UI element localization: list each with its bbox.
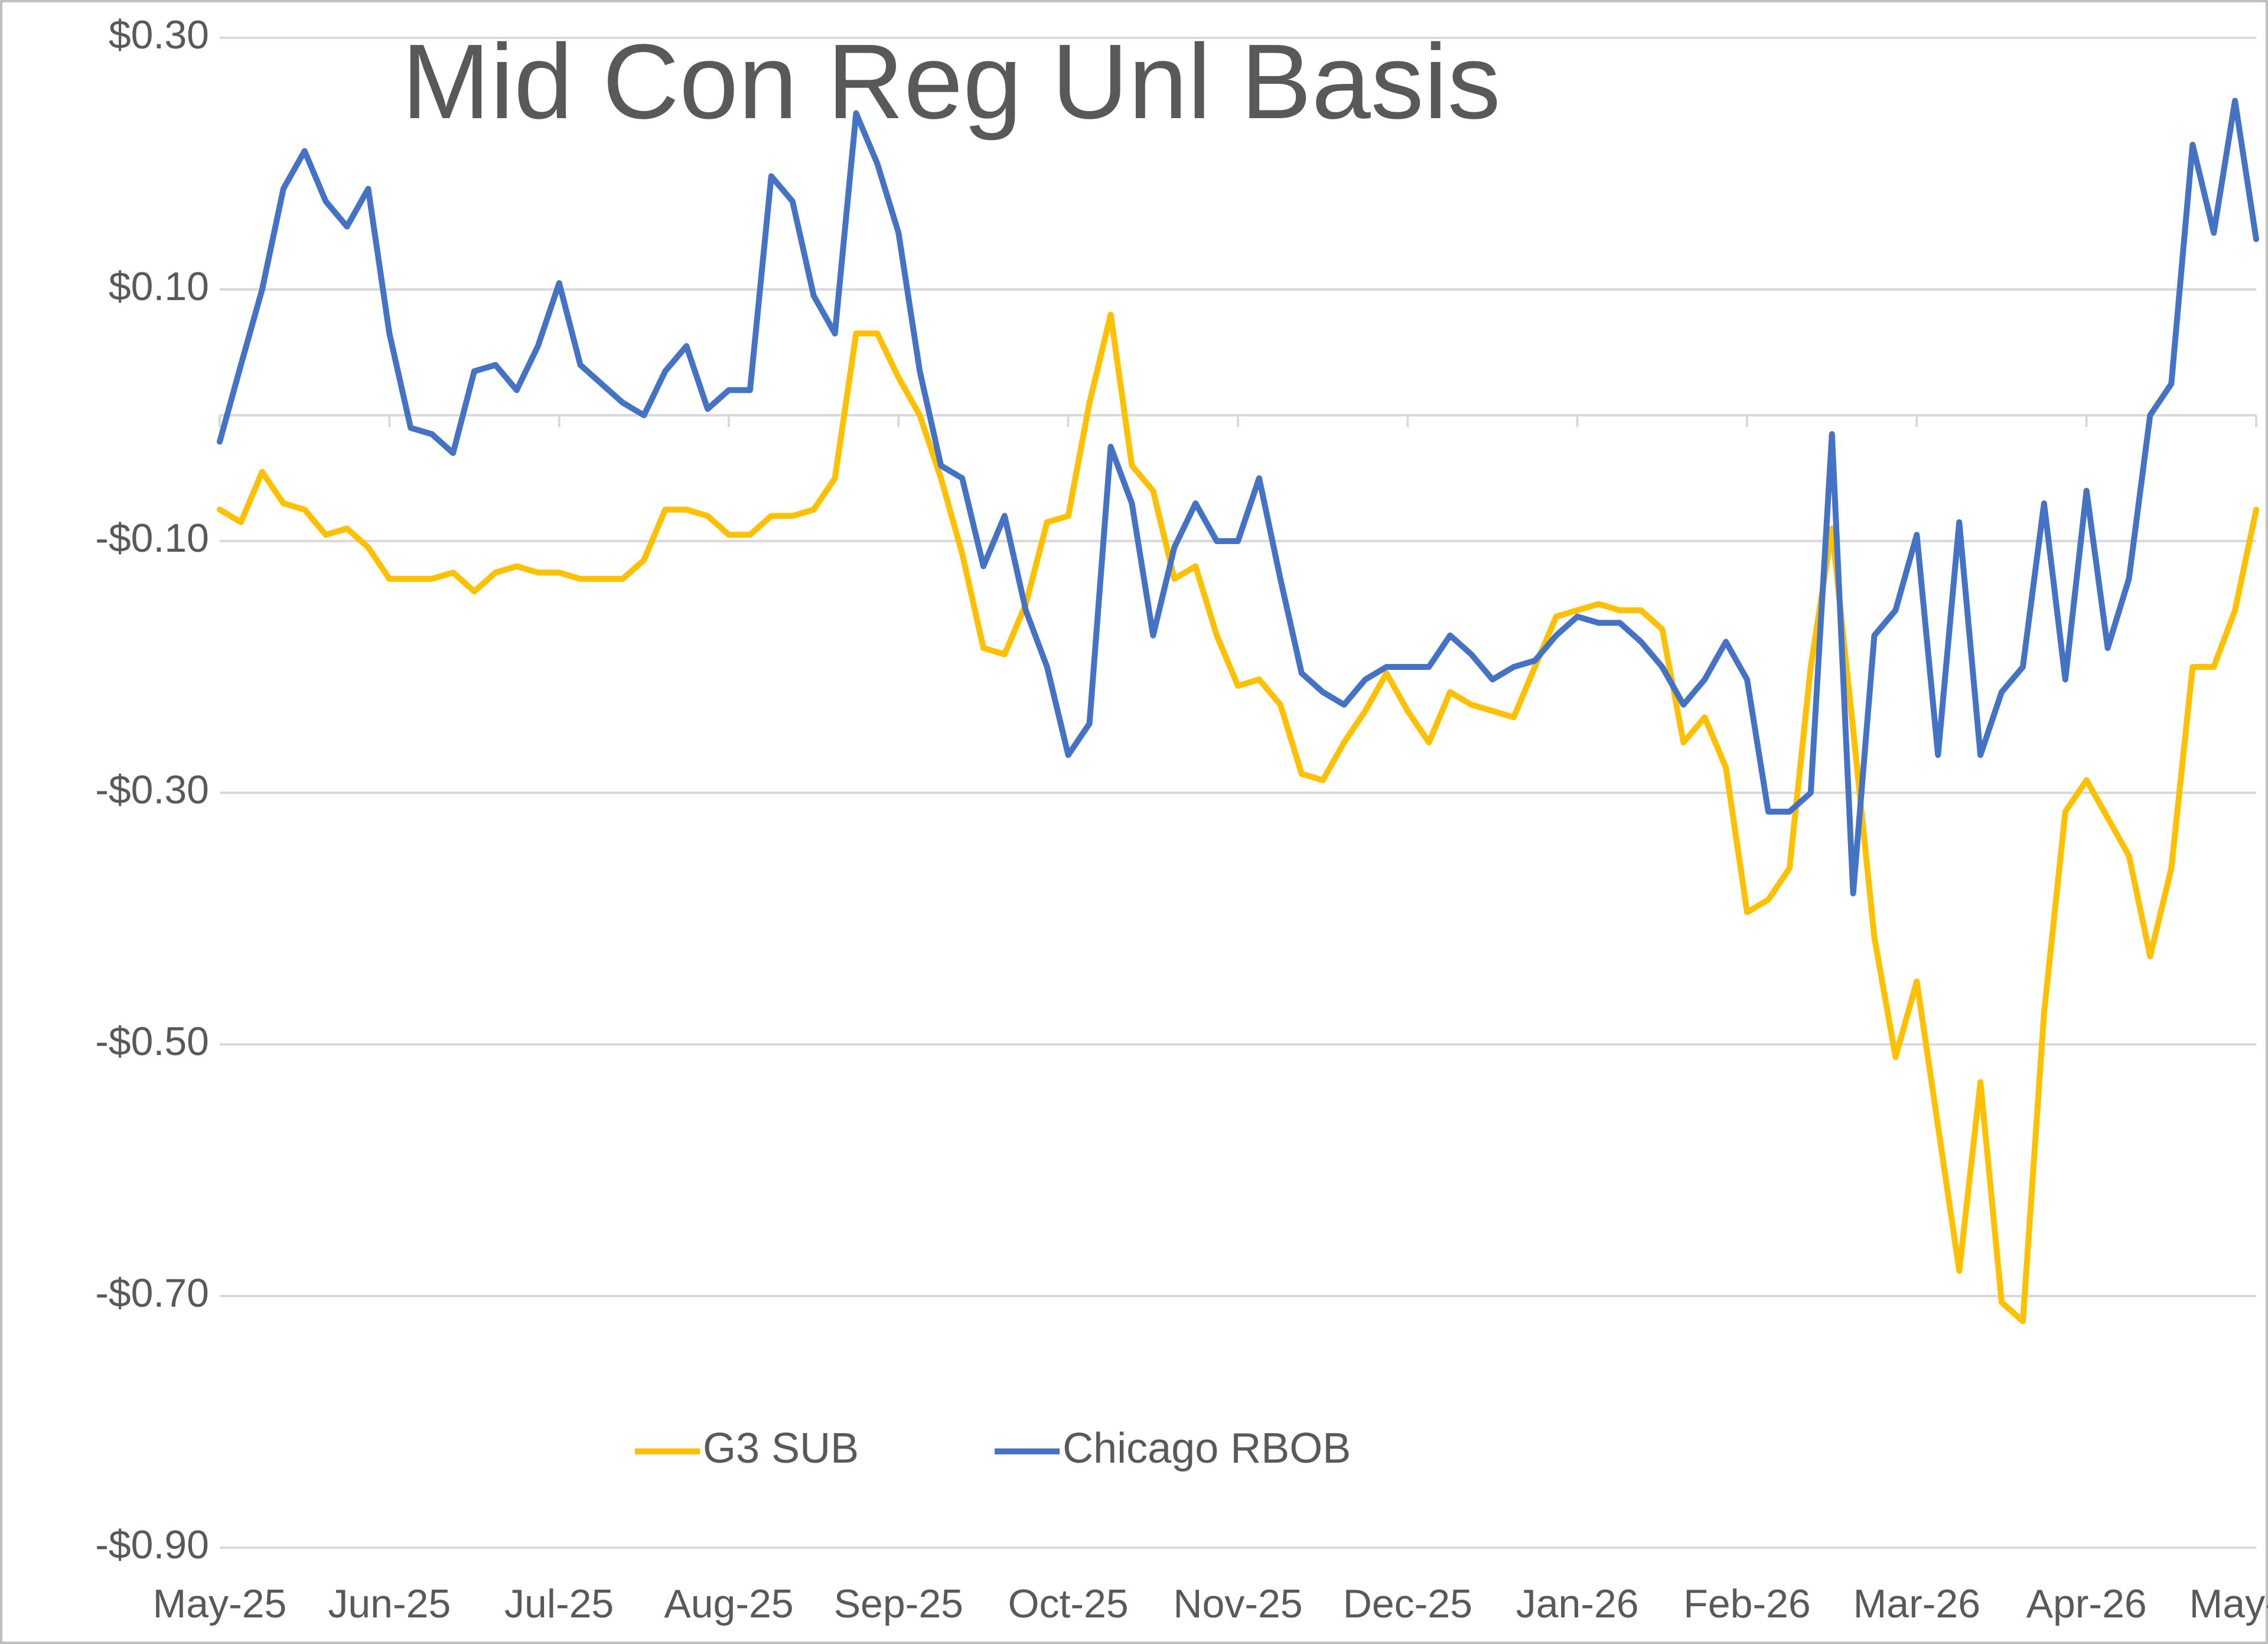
y-tick-label: -$0.70: [95, 1271, 209, 1316]
x-tick-label: Feb-26: [1683, 1581, 1810, 1626]
x-tick-label: Mar-26: [1853, 1581, 1980, 1626]
x-tick-label: Nov-25: [1173, 1581, 1302, 1626]
legend-item: Chicago RBOB: [995, 1425, 1351, 1472]
series-line: [217, 97, 2259, 897]
x-tick-label: Apr-26: [2026, 1581, 2147, 1626]
legend: G3 SUB Chicago RBOB: [635, 1425, 1351, 1472]
y-tick-label: -$0.50: [95, 1019, 209, 1064]
y-tick-label: -$0.30: [95, 767, 209, 812]
series-line: [217, 311, 2259, 1324]
x-tick-label: Jun-25: [328, 1581, 451, 1626]
axes: $0.30 $0.10 -$0.10 -$0.30 -$0.50 -$0.70 -$0.90…: [95, 12, 2268, 1626]
x-tick-label: Jan-26: [1516, 1581, 1639, 1626]
x-tick-label: Oct-25: [1008, 1581, 1129, 1626]
legend-label: G3 SUB: [703, 1425, 859, 1472]
y-tick-label: $0.30: [109, 12, 209, 57]
y-tick-label: $0.10: [109, 264, 209, 309]
y-tick-label: -$0.90: [95, 1522, 209, 1567]
x-tick-label: May-25: [153, 1581, 287, 1626]
x-tick-label: Dec-25: [1343, 1581, 1472, 1626]
x-tick-label: Jul-25: [504, 1581, 614, 1626]
x-tick-label: May-26: [2189, 1581, 2268, 1626]
y-tick-label: -$0.10: [95, 516, 209, 561]
x-tick-label: Sep-25: [834, 1581, 963, 1626]
legend-item: G3 SUB: [635, 1425, 859, 1472]
chart-title: Mid Con Reg Unl Basis: [402, 22, 1501, 141]
x-tick-label: Aug-25: [664, 1581, 793, 1626]
lines: [217, 97, 2259, 1324]
legend-label: Chicago RBOB: [1063, 1425, 1351, 1472]
